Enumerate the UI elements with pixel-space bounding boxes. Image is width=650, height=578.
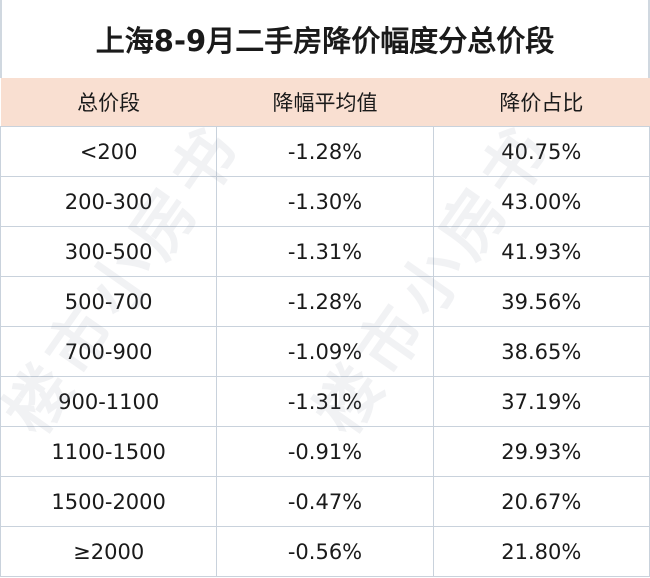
cell-drop-share: 37.19% <box>432 376 650 427</box>
table-row: 1500-2000 -0.47% 20.67% <box>0 476 650 527</box>
table-row: 200-300 -1.30% 43.00% <box>0 176 650 227</box>
cell-avg-drop: -0.56% <box>216 526 434 577</box>
table-row: ≥2000 -0.56% 21.80% <box>0 526 650 577</box>
cell-price-range: 700-900 <box>0 326 218 377</box>
cell-price-range: <200 <box>0 126 218 177</box>
table-row: 500-700 -1.28% 39.56% <box>0 276 650 327</box>
table-row: 900-1100 -1.31% 37.19% <box>0 376 650 427</box>
header-avg-drop: 降幅平均值 <box>216 78 434 127</box>
cell-avg-drop: -0.91% <box>216 426 434 477</box>
cell-avg-drop: -1.28% <box>216 276 434 327</box>
cell-price-range: 1500-2000 <box>0 476 218 527</box>
cell-drop-share: 39.56% <box>432 276 650 327</box>
table-row: 700-900 -1.09% 38.65% <box>0 326 650 377</box>
cell-avg-drop: -1.09% <box>216 326 434 377</box>
cell-price-range: 300-500 <box>0 226 218 277</box>
header-price-range: 总价段 <box>0 78 217 127</box>
cell-avg-drop: -1.28% <box>216 126 434 177</box>
cell-avg-drop: -1.31% <box>216 376 434 427</box>
cell-avg-drop: -0.47% <box>216 476 434 527</box>
cell-price-range: 900-1100 <box>0 376 218 427</box>
cell-price-range: 1100-1500 <box>0 426 218 477</box>
cell-drop-share: 43.00% <box>432 176 650 227</box>
cell-drop-share: 40.75% <box>432 126 650 177</box>
cell-drop-share: 41.93% <box>432 226 650 277</box>
table-row: <200 -1.28% 40.75% <box>0 126 650 177</box>
cell-avg-drop: -1.30% <box>216 176 434 227</box>
cell-drop-share: 20.67% <box>432 476 650 527</box>
header-drop-share: 降价占比 <box>433 78 650 127</box>
cell-drop-share: 21.80% <box>432 526 650 577</box>
table-row: 300-500 -1.31% 41.93% <box>0 226 650 277</box>
cell-price-range: ≥2000 <box>0 526 218 577</box>
cell-avg-drop: -1.31% <box>216 226 434 277</box>
cell-price-range: 500-700 <box>0 276 218 327</box>
cell-drop-share: 38.65% <box>432 326 650 377</box>
cell-price-range: 200-300 <box>0 176 218 227</box>
header-row: 总价段 降幅平均值 降价占比 <box>0 78 650 127</box>
price-drop-table: 总价段 降幅平均值 降价占比 <200 -1.28% 40.75% 200-300 -1… <box>0 78 650 577</box>
table-title: 上海8-9月二手房降价幅度分总价段 <box>0 0 650 78</box>
table-row: 1100-1500 -0.91% 29.93% <box>0 426 650 477</box>
cell-drop-share: 29.93% <box>432 426 650 477</box>
